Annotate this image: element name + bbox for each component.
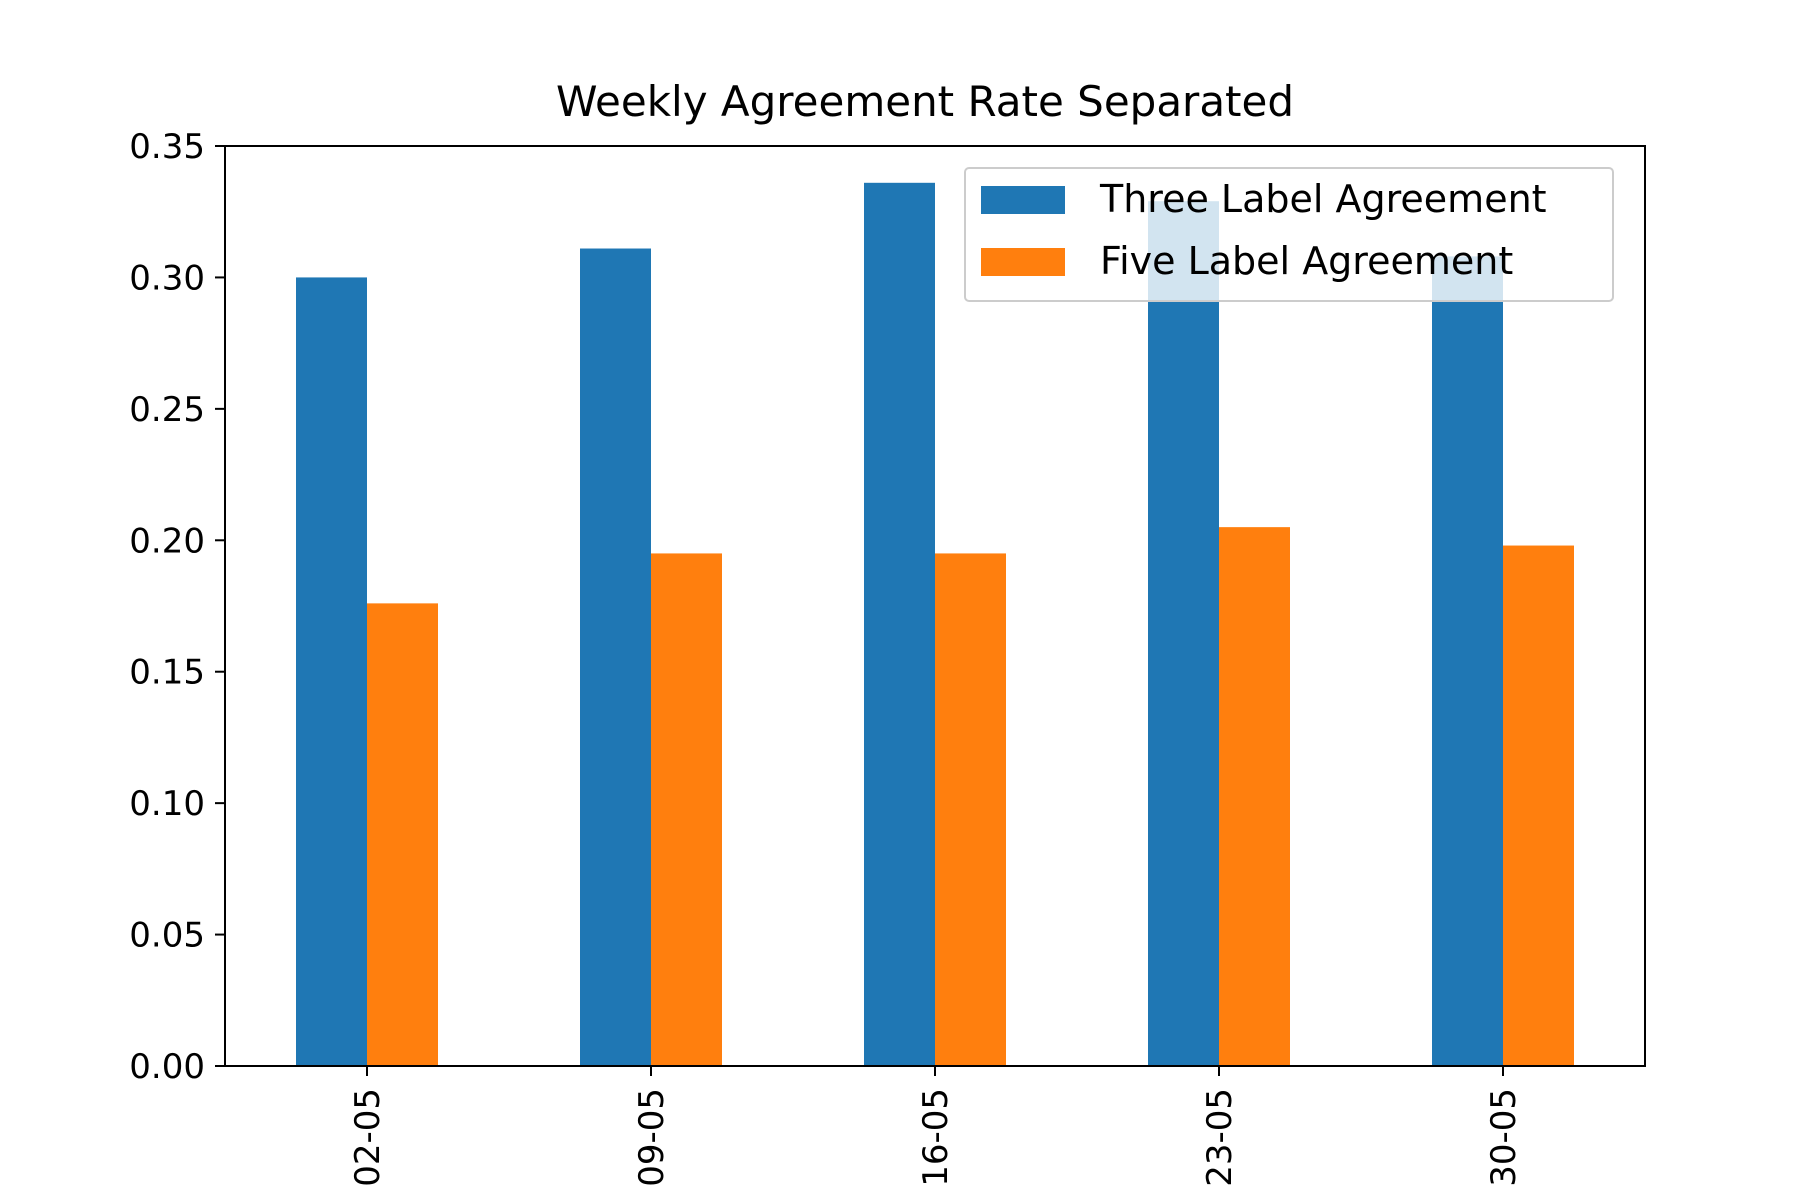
x-axis: 02-05 09-05 16-05 23-05 30-05 [348,1066,1524,1187]
bar-five-label-16-05 [935,553,1006,1066]
y-tick-label: 0.10 [129,784,205,824]
x-tick-label: 02-05 [348,1088,388,1187]
bar-five-label-30-05 [1503,545,1574,1066]
bar-five-label-23-05 [1219,527,1290,1066]
x-tick-label: 16-05 [916,1088,956,1187]
x-tick-label: 23-05 [1200,1088,1240,1187]
bar-three-label-16-05 [864,182,935,1067]
y-axis: 0.00 0.05 0.10 0.15 0.20 0.25 0.30 0.35 [129,127,225,1087]
plot-area [224,145,1646,1067]
legend-swatch-five-label [981,248,1065,276]
legend-label-five-label: Five Label Agreement [1100,239,1513,283]
chart-title: Weekly Agreement Rate Separated [556,77,1294,126]
x-tick-label: 30-05 [1484,1088,1524,1187]
y-tick-label: 0.20 [129,521,205,561]
bar-three-label-30-05 [1432,256,1503,1066]
bar-five-label-09-05 [651,553,722,1066]
legend-box [964,167,1614,302]
legend: Three Label Agreement Five Label Agreemen… [964,167,1614,302]
legend-label-three-label: Three Label Agreement [1099,177,1547,221]
bar-three-label-23-05 [1148,201,1219,1066]
legend-swatch-three-label [981,186,1065,214]
bar-five-label-02-05 [367,603,438,1066]
bar-three-label-09-05 [580,248,651,1066]
y-tick-label: 0.25 [129,390,205,430]
y-tick-label: 0.15 [129,653,205,693]
y-tick-label: 0.30 [129,258,205,298]
y-tick-label: 0.00 [129,1047,205,1087]
y-tick-label: 0.35 [129,127,205,167]
plot-frame [224,145,1646,1067]
x-tick-label: 09-05 [632,1088,672,1187]
bars [296,182,1574,1067]
bar-three-label-02-05 [296,277,367,1066]
y-tick-label: 0.05 [129,916,205,956]
